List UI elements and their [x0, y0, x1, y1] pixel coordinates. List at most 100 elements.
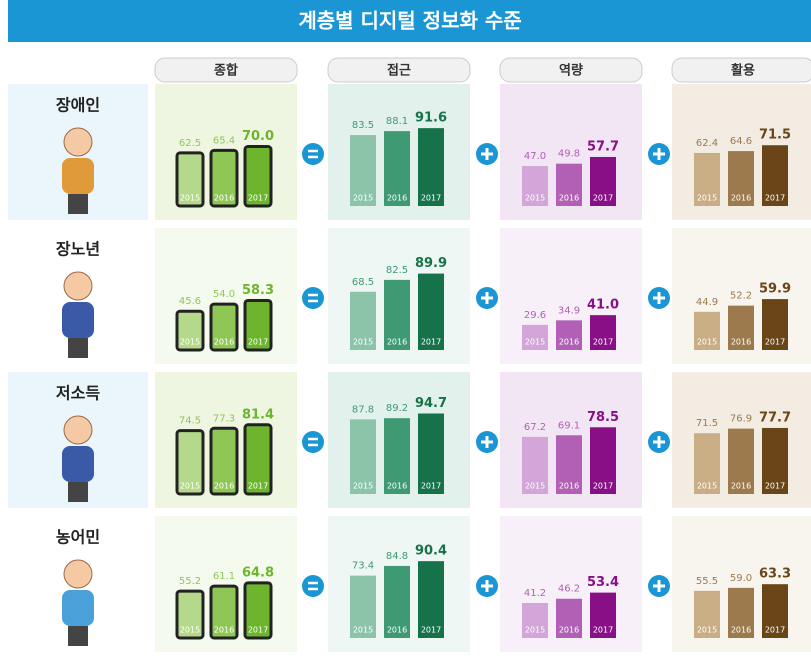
value-label: 55.2: [179, 576, 201, 587]
year-label: 2017: [421, 338, 441, 347]
person-legs: [68, 626, 88, 646]
infographic: 계층별 디지털 정보화 수준 종합접근역량활용장애인장노년저소득농어민20156…: [0, 0, 811, 656]
year-label: 2015: [180, 626, 200, 635]
value-label: 58.3: [242, 283, 274, 298]
year-label: 2016: [559, 482, 579, 491]
year-label: 2017: [593, 482, 613, 491]
year-label: 2017: [248, 338, 268, 347]
year-label: 2016: [731, 194, 751, 203]
value-label: 53.4: [587, 575, 619, 590]
value-label: 68.5: [352, 277, 374, 288]
value-label: 64.6: [730, 136, 752, 147]
value-label: 63.3: [759, 567, 791, 582]
person-body: [62, 590, 94, 626]
year-label: 2016: [214, 194, 234, 203]
year-label: 2017: [765, 482, 785, 491]
year-label: 2015: [353, 482, 373, 491]
year-label: 2017: [765, 626, 785, 635]
column-header: 역량: [559, 63, 583, 79]
value-label: 83.5: [352, 120, 374, 131]
value-label: 54.0: [213, 289, 235, 300]
year-label: 2016: [559, 338, 579, 347]
year-label: 2015: [180, 482, 200, 491]
operator: [302, 143, 324, 165]
year-label: 2016: [387, 482, 407, 491]
person-legs: [68, 338, 88, 358]
year-label: 2017: [421, 194, 441, 203]
value-label: 41.0: [587, 298, 619, 313]
value-label: 59.9: [759, 282, 791, 297]
year-label: 2015: [180, 338, 200, 347]
person-head: [64, 272, 92, 300]
operator: [302, 287, 324, 309]
value-label: 89.2: [386, 403, 408, 414]
year-label: 2016: [387, 194, 407, 203]
year-label: 2017: [248, 626, 268, 635]
value-label: 76.9: [730, 414, 752, 425]
value-label: 49.8: [558, 149, 580, 160]
year-label: 2015: [353, 338, 373, 347]
value-label: 61.1: [213, 571, 235, 582]
person-body: [62, 302, 94, 338]
value-label: 81.4: [242, 407, 274, 422]
person-head: [64, 416, 92, 444]
value-label: 47.0: [524, 151, 546, 162]
year-label: 2017: [248, 194, 268, 203]
year-label: 2016: [214, 626, 234, 635]
year-label: 2016: [387, 338, 407, 347]
person-body: [62, 158, 94, 194]
person-body: [62, 446, 94, 482]
value-label: 77.7: [759, 410, 791, 425]
year-label: 2015: [697, 626, 717, 635]
value-label: 59.0: [730, 573, 752, 584]
year-label: 2016: [731, 626, 751, 635]
person-legs: [68, 482, 88, 502]
value-label: 41.2: [524, 588, 546, 599]
year-label: 2015: [353, 626, 373, 635]
year-label: 2017: [248, 482, 268, 491]
value-label: 77.3: [213, 413, 235, 424]
value-label: 78.5: [587, 410, 619, 425]
year-label: 2016: [559, 194, 579, 203]
year-label: 2016: [214, 482, 234, 491]
value-label: 29.6: [524, 310, 546, 321]
year-label: 2015: [697, 338, 717, 347]
value-label: 64.8: [242, 565, 274, 580]
group-label: 장애인: [56, 96, 100, 115]
value-label: 52.2: [730, 291, 752, 302]
year-label: 2015: [525, 338, 545, 347]
year-label: 2015: [525, 482, 545, 491]
column-header: 활용: [731, 63, 755, 79]
year-label: 2015: [353, 194, 373, 203]
year-label: 2015: [697, 194, 717, 203]
value-label: 91.6: [415, 111, 447, 126]
value-label: 88.1: [386, 116, 408, 127]
year-label: 2016: [214, 338, 234, 347]
year-label: 2015: [525, 626, 545, 635]
value-label: 94.7: [415, 396, 447, 411]
year-label: 2017: [421, 482, 441, 491]
group-label: 농어민: [56, 528, 100, 547]
value-label: 71.5: [759, 128, 791, 143]
year-label: 2015: [180, 194, 200, 203]
value-label: 70.0: [242, 129, 274, 144]
person-head: [64, 560, 92, 588]
value-label: 67.2: [524, 422, 546, 433]
year-label: 2016: [387, 626, 407, 635]
value-label: 62.4: [696, 138, 718, 149]
column-header: 종합: [214, 63, 238, 79]
person-head: [64, 128, 92, 156]
value-label: 69.1: [558, 420, 580, 431]
title: 계층별 디지털 정보화 수준: [298, 9, 521, 33]
value-label: 44.9: [696, 297, 718, 308]
value-label: 62.5: [179, 138, 201, 149]
year-label: 2016: [559, 626, 579, 635]
value-label: 74.5: [179, 416, 201, 427]
group-label: 장노년: [56, 240, 100, 259]
year-label: 2015: [697, 482, 717, 491]
value-label: 87.8: [352, 404, 374, 415]
person-legs: [68, 194, 88, 214]
value-label: 84.8: [386, 551, 408, 562]
year-label: 2017: [593, 194, 613, 203]
value-label: 65.4: [213, 135, 235, 146]
